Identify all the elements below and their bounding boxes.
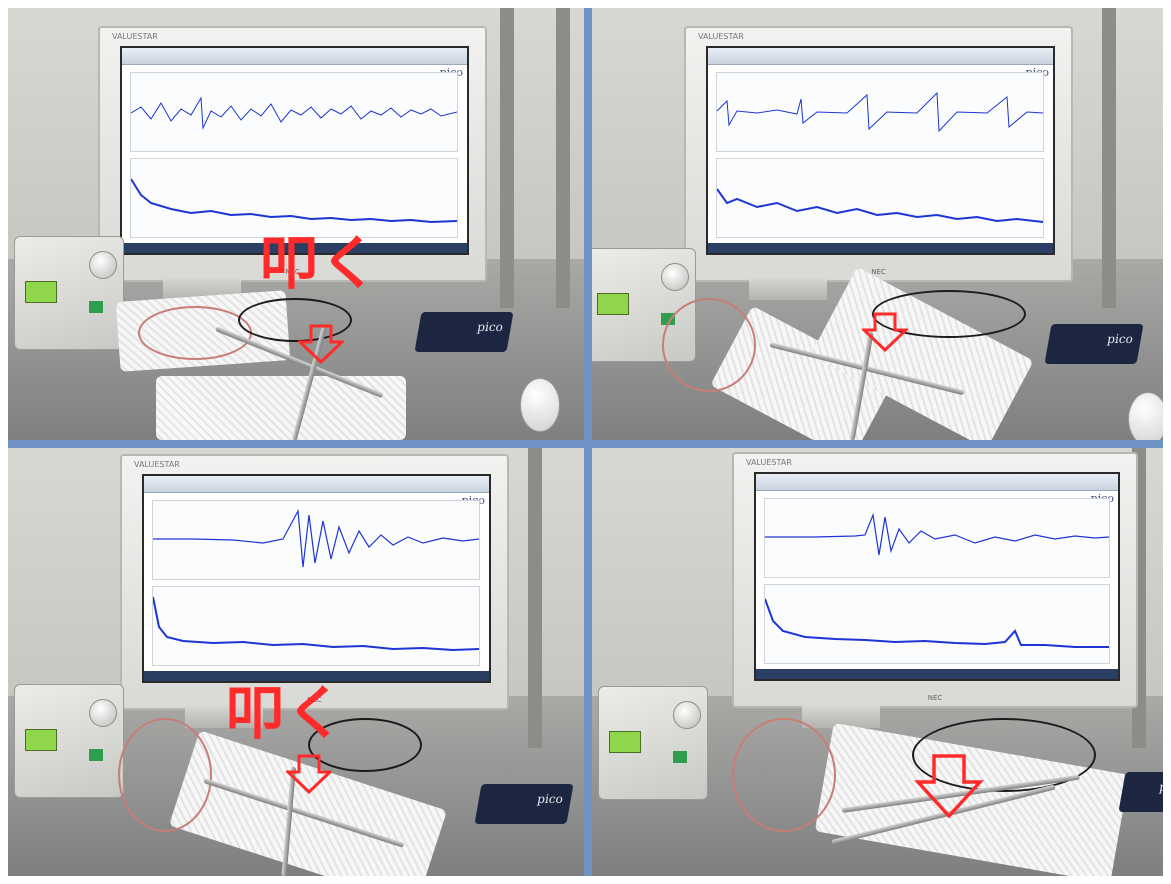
generator-display — [25, 281, 57, 303]
red-cable — [662, 298, 756, 392]
app-toolbar — [756, 474, 1118, 491]
time-domain-plot — [130, 72, 458, 152]
generator-display — [25, 729, 57, 751]
picoscope-logo: pico — [476, 320, 505, 334]
spectrum-plot — [764, 584, 1110, 664]
photo-panel-bottom-right: VALUESTAR pico NEC pico — [592, 448, 1163, 876]
monitor-brand: VALUESTAR — [112, 32, 158, 41]
spectrum-trace — [152, 596, 480, 652]
down-arrow-icon — [862, 312, 908, 352]
monitor: VALUESTAR pico NEC — [98, 26, 487, 282]
spectrum-trace — [764, 598, 1109, 648]
waveform-trace — [130, 96, 458, 130]
signal-generator — [14, 236, 124, 350]
down-arrow-icon — [298, 324, 344, 364]
black-cable — [872, 290, 1026, 338]
waveform-trace — [765, 512, 1110, 556]
picoscope-device: pico — [414, 312, 514, 352]
photo-panel-top-right: VALUESTAR pico NEC pico — [592, 8, 1163, 440]
monitor-brand: VALUESTAR — [134, 460, 180, 469]
picoscope-logo: pico — [536, 792, 565, 806]
photo-panel-top-left: VALUESTAR pico NEC pico — [8, 8, 584, 440]
time-domain-plot — [716, 72, 1044, 152]
annotation-text: 叩く — [226, 679, 347, 747]
app-toolbar — [144, 476, 489, 493]
monitor: VALUESTAR pico NEC — [120, 454, 509, 710]
taskbar — [144, 671, 489, 681]
oscilloscope-screen: pico — [142, 474, 491, 683]
signal-generator — [14, 684, 124, 798]
time-domain-plot — [152, 500, 480, 580]
waveform-trace — [153, 508, 480, 568]
spectrum-trace — [130, 178, 458, 224]
shelf-leg — [500, 8, 514, 308]
down-arrow-icon — [914, 754, 984, 818]
black-cable — [308, 718, 422, 772]
monitor-maker-label: NEC — [285, 268, 300, 276]
monitor-stand — [185, 706, 263, 728]
generator-connector — [89, 749, 103, 761]
red-cable — [118, 718, 212, 832]
generator-display — [609, 731, 641, 753]
picoscope-logo: pico — [1158, 780, 1163, 794]
monitor-maker-label: NEC — [927, 694, 943, 702]
app-toolbar — [122, 48, 467, 65]
photo-panel-bottom-left: VALUESTAR pico NEC pico — [8, 448, 584, 876]
waveform-trace — [716, 91, 1044, 133]
oscilloscope-screen: pico — [120, 46, 469, 255]
signal-generator — [598, 686, 708, 800]
oscilloscope-screen: pico — [754, 472, 1120, 681]
foam-pad — [156, 376, 406, 440]
computer-mouse — [1128, 392, 1163, 440]
monitor-stand — [802, 706, 880, 728]
monitor-brand: VALUESTAR — [746, 458, 792, 467]
generator-connector — [673, 751, 687, 763]
generator-connector — [89, 301, 103, 313]
picoscope-device: pico — [1118, 772, 1163, 812]
black-cable — [912, 718, 1096, 792]
red-cable — [732, 718, 836, 832]
monitor: VALUESTAR pico NEC — [684, 26, 1073, 282]
taskbar — [122, 243, 467, 253]
shelf-leg — [1102, 8, 1116, 308]
computer-mouse — [520, 378, 560, 432]
spectrum-plot — [130, 158, 458, 238]
picoscope-device: pico — [1044, 324, 1144, 364]
time-domain-plot — [764, 498, 1110, 578]
generator-knob — [661, 263, 689, 291]
generator-knob — [673, 701, 701, 729]
annotation-text: 叩く — [260, 229, 381, 297]
monitor: VALUESTAR pico NEC — [732, 452, 1138, 708]
spectrum-trace — [716, 188, 1044, 223]
shelf-leg — [556, 8, 570, 308]
monitor-maker-label: NEC — [307, 696, 322, 704]
generator-knob — [89, 251, 117, 279]
down-arrow-icon — [286, 754, 332, 794]
taskbar — [708, 243, 1053, 253]
generator-knob — [89, 699, 117, 727]
generator-display — [597, 293, 629, 315]
picoscope-device: pico — [474, 784, 574, 824]
monitor-brand: VALUESTAR — [698, 32, 744, 41]
monitor-maker-label: NEC — [871, 268, 886, 276]
black-cable — [238, 298, 352, 342]
spectrum-plot — [716, 158, 1044, 238]
shelf-leg — [528, 448, 542, 748]
monitor-stand — [749, 278, 827, 300]
spectrum-plot — [152, 586, 480, 666]
taskbar — [756, 669, 1118, 679]
app-toolbar — [708, 48, 1053, 65]
picoscope-logo: pico — [1106, 332, 1135, 346]
oscilloscope-screen: pico — [706, 46, 1055, 255]
